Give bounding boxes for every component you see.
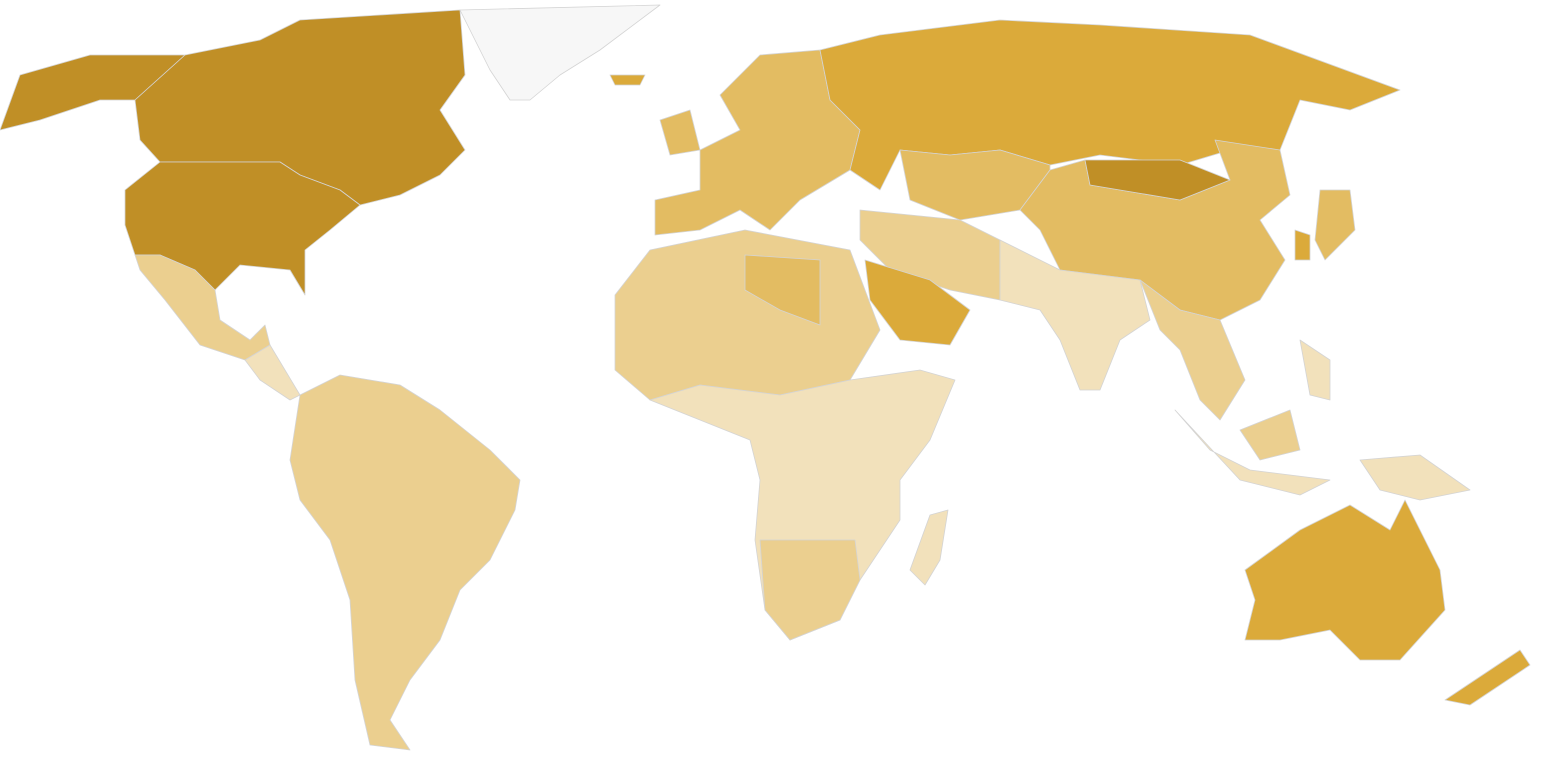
region-japan[interactable] — [1314, 189, 1356, 261]
region-indonesia[interactable] — [1174, 409, 1331, 496]
region-sub-saharan-africa[interactable] — [649, 369, 956, 641]
region-middle-east[interactable] — [859, 209, 1001, 301]
region-korea[interactable] — [1294, 229, 1311, 261]
region-iceland[interactable] — [609, 74, 646, 86]
region-madagascar[interactable] — [909, 509, 949, 586]
region-south-asia[interactable] — [999, 239, 1151, 391]
region-southern-africa[interactable] — [759, 539, 861, 641]
region-libya[interactable] — [744, 254, 821, 326]
region-australia[interactable] — [1244, 499, 1446, 661]
region-south-america[interactable] — [289, 374, 521, 751]
region-new-guinea[interactable] — [1359, 454, 1471, 501]
region-central-america[interactable] — [244, 344, 301, 401]
region-borneo[interactable] — [1239, 409, 1301, 461]
region-new-zealand[interactable] — [1444, 649, 1531, 706]
region-greenland[interactable] — [459, 4, 661, 101]
region-uk[interactable] — [659, 109, 701, 156]
region-mexico[interactable] — [134, 254, 271, 361]
region-saudi-arabia[interactable] — [864, 259, 971, 346]
region-philippines[interactable] — [1299, 339, 1331, 401]
region-usa[interactable] — [124, 161, 361, 296]
region-southeast-asia[interactable] — [1139, 279, 1246, 421]
region-mongolia[interactable] — [1084, 159, 1231, 201]
